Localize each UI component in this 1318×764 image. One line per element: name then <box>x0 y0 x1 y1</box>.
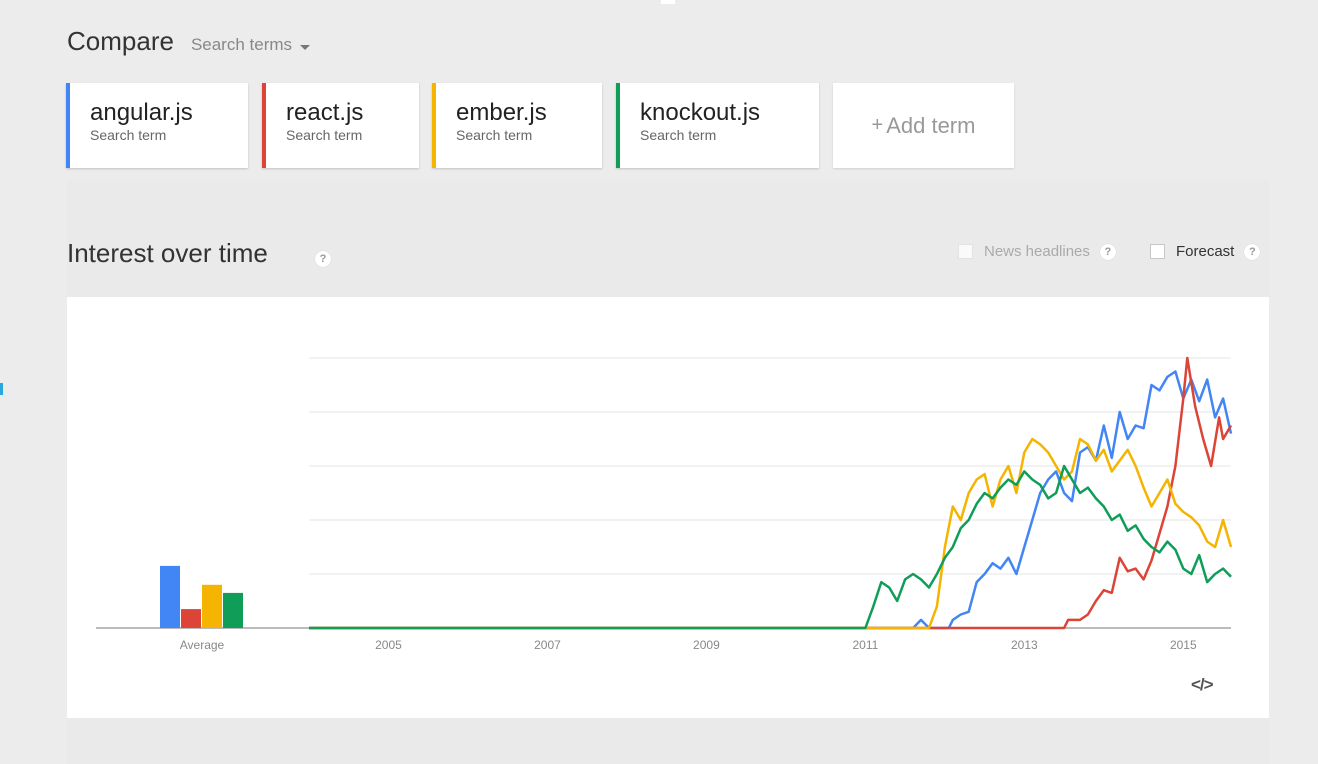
term-subtitle: Search term <box>286 127 363 143</box>
compare-header: Compare Search terms <box>67 26 311 57</box>
add-term-button[interactable]: + Add term <box>833 83 1014 168</box>
news-headlines-option[interactable]: News headlines ? <box>958 243 1116 260</box>
help-icon[interactable]: ? <box>315 251 331 267</box>
caret-down-icon <box>300 44 311 50</box>
average-label: Average <box>180 638 225 652</box>
term-color-bar <box>616 83 620 168</box>
term-card-knockout[interactable]: knockout.js Search term <box>616 83 819 168</box>
forecast-option[interactable]: Forecast ? <box>1150 243 1261 260</box>
term-subtitle: Search term <box>640 127 717 143</box>
term-color-bar <box>66 83 70 168</box>
x-tick-label: 2007 <box>534 638 561 652</box>
chart-svg: Average 2005 2007 2009 2011 2013 2015 <box>96 356 1233 652</box>
term-card-ember[interactable]: ember.js Search term <box>432 83 602 168</box>
code-embed-icon[interactable]: </> <box>1191 675 1214 694</box>
series-line-angular <box>309 370 1233 630</box>
term-card-angular[interactable]: angular.js Search term <box>66 83 248 168</box>
left-edge-marker <box>0 383 3 395</box>
term-name: ember.js <box>456 99 547 126</box>
top-edge-tab <box>661 0 675 4</box>
section-title: Interest over time <box>67 238 268 268</box>
term-subtitle: Search term <box>456 127 533 143</box>
series-line-ember <box>309 437 1233 630</box>
term-name: knockout.js <box>640 99 761 126</box>
add-term-label: Add term <box>886 112 976 138</box>
x-tick-label: 2013 <box>1011 638 1038 652</box>
average-bar-angular <box>160 565 180 628</box>
news-headlines-label: News headlines <box>984 243 1090 260</box>
term-name: react.js <box>286 99 364 126</box>
series-line-knockout <box>309 464 1232 630</box>
compare-title: Compare <box>67 26 174 56</box>
x-tick-label: 2005 <box>375 638 402 652</box>
interest-chart: Average 2005 2007 2009 2011 2013 2015 </> <box>67 297 1269 718</box>
plus-icon: + <box>871 114 884 136</box>
term-color-bar <box>432 83 436 168</box>
help-icon[interactable]: ? <box>1244 243 1261 260</box>
term-card-react[interactable]: react.js Search term <box>262 83 419 168</box>
series-line-react <box>309 356 1233 630</box>
term-color-bar <box>262 83 266 168</box>
search-terms-dropdown[interactable]: Search terms <box>190 35 311 55</box>
average-bar-ember <box>202 584 222 628</box>
forecast-checkbox[interactable] <box>1150 244 1165 259</box>
average-bar-knockout <box>223 592 243 628</box>
x-tick-label: 2015 <box>1170 638 1197 652</box>
x-tick-label: 2009 <box>693 638 720 652</box>
search-terms-label: Search terms <box>190 35 293 54</box>
help-icon[interactable]: ? <box>1099 243 1116 260</box>
term-name: angular.js <box>90 99 193 126</box>
x-tick-label: 2011 <box>852 638 878 652</box>
news-headlines-checkbox[interactable] <box>958 244 973 259</box>
forecast-label: Forecast <box>1176 243 1235 260</box>
term-subtitle: Search term <box>90 127 167 143</box>
average-bar-react <box>181 609 201 628</box>
